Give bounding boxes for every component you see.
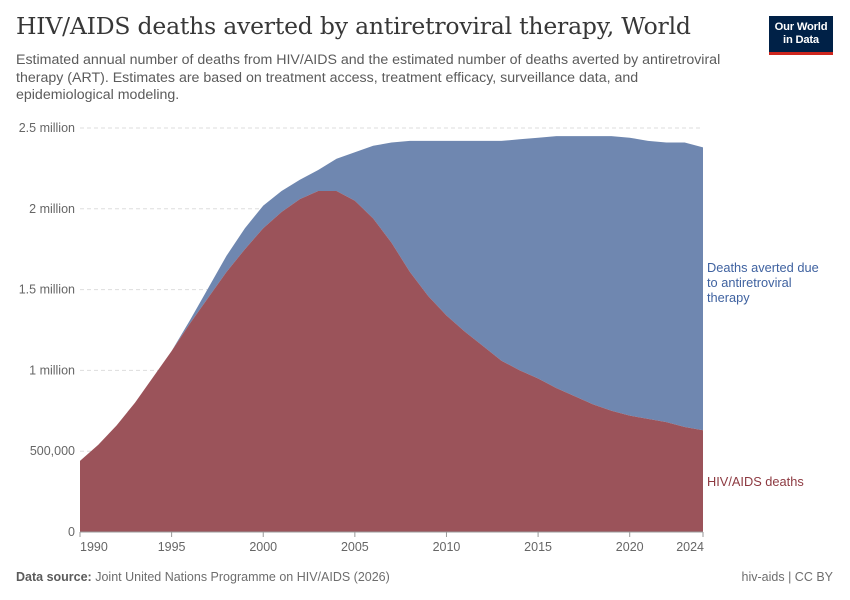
series-label-hiv-deaths[interactable]: HIV/AIDS deaths — [707, 474, 804, 489]
x-tick-label-2: 2000 — [249, 540, 277, 554]
x-tick-label-7: 2024 — [676, 540, 704, 554]
y-tick-label-3: 1.5 million — [19, 283, 75, 297]
y-tick-label-4: 2 million — [29, 202, 75, 216]
x-tick-label-6: 2020 — [616, 540, 644, 554]
series-label-line-2: therapy — [707, 290, 750, 305]
series-label-deaths-averted[interactable]: Deaths averted due to antiretroviral thera… — [707, 260, 819, 305]
logo-line-2: in Data — [783, 33, 819, 46]
chart-title: HIV/AIDS deaths averted by antiretrovira… — [16, 12, 691, 40]
logo-line-1: Our World — [774, 21, 828, 33]
data-source-label: Data source: — [16, 570, 92, 584]
owid-logo[interactable]: Our World in Data — [769, 16, 833, 55]
x-tick-label-4: 2010 — [433, 540, 461, 554]
y-tick-label-1: 500,000 — [30, 444, 75, 458]
x-tick-label-0: 1990 — [80, 540, 108, 554]
y-tick-label-2: 1 million — [29, 363, 75, 377]
series-area-deaths-averted — [80, 136, 703, 461]
y-tick-label-0: 0 — [68, 525, 75, 539]
data-source: Data source: Joint United Nations Progra… — [16, 570, 390, 584]
license-text[interactable]: hiv-aids | CC BY — [741, 570, 833, 584]
y-tick-label-5: 2.5 million — [19, 121, 75, 135]
x-tick-label-5: 2015 — [524, 540, 552, 554]
series-area-hiv-deaths — [80, 191, 703, 532]
series-label-line-0: Deaths averted due — [707, 260, 819, 275]
chart-subtitle: Estimated annual number of deaths from H… — [16, 52, 721, 103]
series-label-line-1: to antiretroviral — [707, 275, 792, 290]
x-tick-label-3: 2005 — [341, 540, 369, 554]
data-source-link[interactable]: Joint United Nations Programme on HIV/AI… — [95, 570, 390, 584]
x-tick-label-1: 1995 — [158, 540, 186, 554]
